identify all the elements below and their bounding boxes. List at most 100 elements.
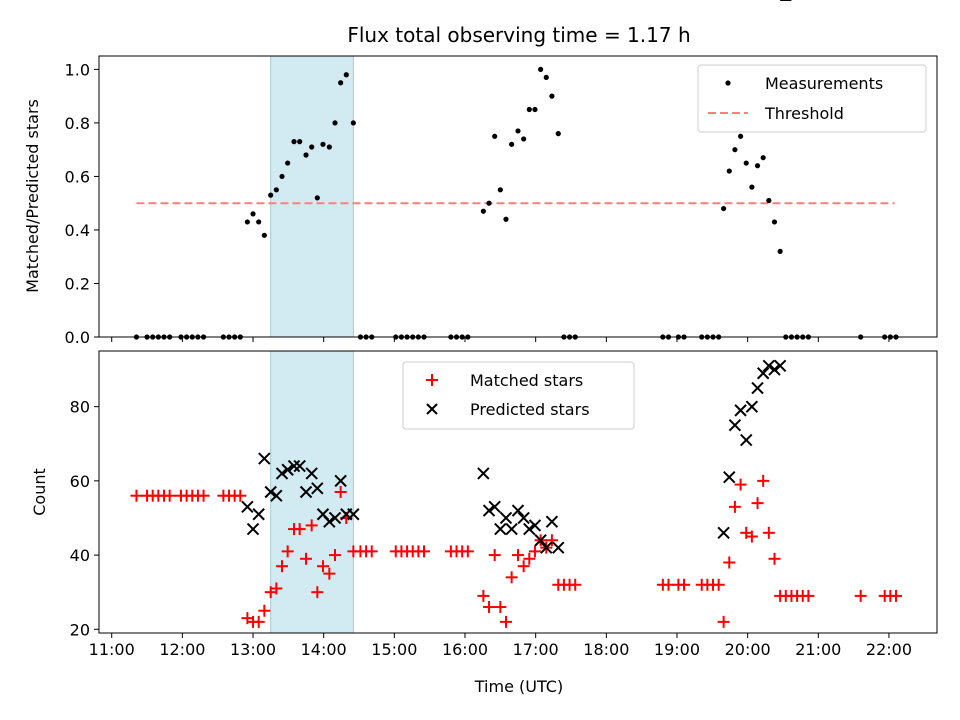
measurement-point [250, 211, 256, 217]
measurement-point [309, 144, 315, 150]
matched-star-point [328, 549, 341, 562]
matched-star-point [477, 589, 490, 602]
predicted-star-point [511, 504, 525, 517]
matched-star-point [130, 489, 143, 502]
matched-star-point [483, 601, 496, 614]
x-tick-label: 19:00 [654, 640, 700, 659]
predicted-star-point [773, 359, 787, 373]
measurement-point [721, 205, 727, 212]
measurement-point [297, 139, 303, 145]
measurement-point [343, 72, 349, 78]
matched-star-point [270, 582, 283, 595]
matched-star-point [365, 545, 378, 558]
matched-star-point [723, 556, 736, 569]
predicted-star-point [523, 522, 536, 536]
bottom-panel-frame [98, 350, 938, 634]
y-tick-label: 1.0 [65, 60, 90, 79]
measurement-point [303, 152, 309, 158]
matched-star-point [854, 589, 867, 602]
predicted-star-point [762, 359, 776, 373]
matched-star-point [768, 552, 781, 565]
y-tick-label: 0.4 [65, 221, 90, 240]
x-tick-label: 16:00 [442, 640, 488, 659]
top-panel: 0.0 0.2 0.4 0.6 0.8 1.0 Matched/Predicted sta… [23, 55, 938, 347]
predicted-star-point [311, 482, 324, 495]
measurement-point [737, 133, 744, 139]
measurement-point [261, 232, 267, 238]
matched-star-point [712, 578, 725, 591]
matched-star-point [197, 489, 210, 502]
predicted-star-point [258, 452, 271, 465]
matched-star-point [293, 523, 306, 536]
measurement-point [538, 66, 544, 72]
predicted-star-point [334, 474, 347, 488]
measurement-point [486, 200, 492, 206]
measurement-point [726, 168, 732, 174]
predicted-star-point [751, 381, 764, 395]
predicted-star-point [281, 463, 294, 476]
predicted-star-point [270, 489, 283, 502]
predicted-star-point [305, 467, 318, 480]
measurement-point [743, 160, 749, 166]
predicted-star-point [477, 467, 490, 480]
x-tick-label: 15:00 [371, 640, 417, 659]
matched-star-point [757, 474, 770, 487]
predicted-star-point [328, 511, 342, 525]
legend-predicted-label: Predicted stars [470, 400, 590, 419]
matched-star-point [505, 571, 518, 584]
x-tick-label: 14:00 [301, 640, 347, 659]
measurement-point [766, 197, 772, 204]
measurement-point [509, 141, 515, 147]
measurement-point [244, 219, 250, 225]
legend-threshold-label: Threshold [764, 104, 844, 123]
matched-star-point [305, 519, 318, 532]
matched-star-point [762, 526, 775, 539]
measurement-point [291, 139, 297, 145]
legend-matched-label: Matched stars [470, 371, 583, 390]
legend-measurements-marker [725, 80, 731, 86]
predicted-star-point [723, 470, 736, 484]
predicted-star-point [323, 515, 336, 528]
x-tick-label: 18:00 [583, 640, 629, 659]
measurement-point [332, 120, 338, 126]
measurement-point [771, 219, 778, 225]
matched-star-point [488, 549, 501, 562]
matched-star-point [494, 601, 507, 614]
x-tick-label: 22:00 [866, 640, 912, 659]
measurement-point [503, 216, 509, 222]
x-axis-label: Time (UTC) [474, 677, 563, 696]
measurement-point [732, 147, 738, 153]
predicted-star-point [528, 519, 542, 532]
matched-star-point [316, 560, 329, 573]
predicted-star-point [517, 511, 530, 525]
y-tick-label: 0.8 [65, 114, 90, 133]
top-ylabel: Matched/Predicted stars [23, 99, 42, 293]
matched-star-point [528, 545, 541, 558]
matched-star-point [802, 589, 815, 602]
bottom-panel: 20 40 60 80 11:00 12:00 13:00 14:00 15:00 16:00 1… [30, 0, 938, 696]
bottom-ylabel: Count [30, 468, 49, 516]
measurement-point [549, 93, 555, 99]
measurement-point [497, 187, 503, 193]
predicted-star-point [252, 508, 265, 521]
predicted-star-point [488, 500, 501, 514]
measurement-point [543, 74, 549, 81]
matched-star-point [311, 586, 324, 599]
top-legend-box [697, 64, 927, 133]
predicted-star-point [347, 508, 360, 521]
measurement-point [338, 80, 344, 86]
predicted-star-point [505, 522, 518, 536]
legend-predicted-marker [426, 403, 438, 415]
predicted-star-point [241, 500, 254, 514]
matched-star-point [418, 545, 431, 558]
predicted-star-point [545, 515, 559, 528]
bottom-legend-box [402, 361, 635, 430]
measurement-point [555, 131, 561, 137]
y-tick-label: 40 [70, 546, 90, 565]
predicted-star-point [540, 541, 553, 554]
matched-star-point [323, 567, 336, 580]
matched-star-point [890, 589, 903, 602]
x-tick-label: 20:00 [725, 640, 771, 659]
predicted-star-point [287, 459, 301, 473]
